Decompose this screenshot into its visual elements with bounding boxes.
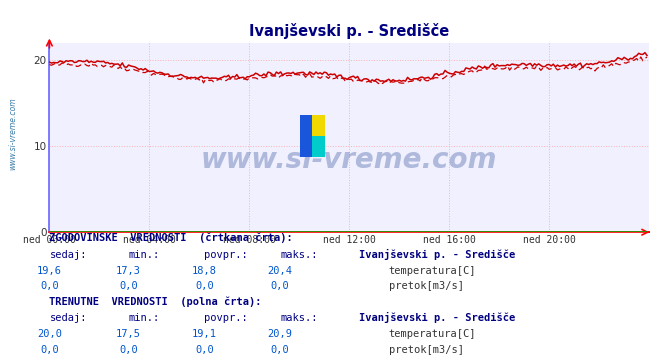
Text: 0,0: 0,0 xyxy=(195,282,214,292)
Text: TRENUTNE  VREDNOSTI  (polna črta):: TRENUTNE VREDNOSTI (polna črta): xyxy=(49,297,262,307)
Text: 18,8: 18,8 xyxy=(192,266,217,276)
Text: min.:: min.: xyxy=(129,250,159,260)
Text: Ivanjševski p. - Središče: Ivanjševski p. - Središče xyxy=(359,249,515,260)
Text: sedaj:: sedaj: xyxy=(49,313,87,323)
Text: 0,0: 0,0 xyxy=(271,345,289,355)
Text: 0,0: 0,0 xyxy=(195,345,214,355)
Text: 0,0: 0,0 xyxy=(271,282,289,292)
Text: 17,3: 17,3 xyxy=(116,266,141,276)
Text: www.si-vreme.com: www.si-vreme.com xyxy=(8,97,17,170)
Text: temperatura[C]: temperatura[C] xyxy=(389,266,476,276)
Text: 19,1: 19,1 xyxy=(192,329,217,339)
Text: 0,0: 0,0 xyxy=(119,345,138,355)
Text: temperatura[C]: temperatura[C] xyxy=(389,329,476,339)
Text: 0,0: 0,0 xyxy=(40,345,59,355)
Title: Ivanjševski p. - Središče: Ivanjševski p. - Središče xyxy=(249,23,449,39)
Text: 20,9: 20,9 xyxy=(268,329,293,339)
Text: 0,0: 0,0 xyxy=(119,282,138,292)
Text: sedaj:: sedaj: xyxy=(49,250,87,260)
Text: 20,0: 20,0 xyxy=(37,329,62,339)
Text: pretok[m3/s]: pretok[m3/s] xyxy=(389,345,464,355)
Text: www.si-vreme.com: www.si-vreme.com xyxy=(201,147,498,174)
Text: 0,0: 0,0 xyxy=(40,282,59,292)
Text: povpr.:: povpr.: xyxy=(204,250,248,260)
Text: maks.:: maks.: xyxy=(280,313,318,323)
Text: povpr.:: povpr.: xyxy=(204,313,248,323)
Bar xyxy=(300,115,312,157)
Text: pretok[m3/s]: pretok[m3/s] xyxy=(389,282,464,292)
Text: Ivanjševski p. - Središče: Ivanjševski p. - Središče xyxy=(359,312,515,323)
Text: maks.:: maks.: xyxy=(280,250,318,260)
Text: 17,5: 17,5 xyxy=(116,329,141,339)
Text: ZGODOVINSKE  VREDNOSTI  (črtkana črta):: ZGODOVINSKE VREDNOSTI (črtkana črta): xyxy=(49,233,293,243)
Bar xyxy=(312,136,325,157)
Text: min.:: min.: xyxy=(129,313,159,323)
Bar xyxy=(312,115,325,136)
Text: 19,6: 19,6 xyxy=(37,266,62,276)
Text: 20,4: 20,4 xyxy=(268,266,293,276)
